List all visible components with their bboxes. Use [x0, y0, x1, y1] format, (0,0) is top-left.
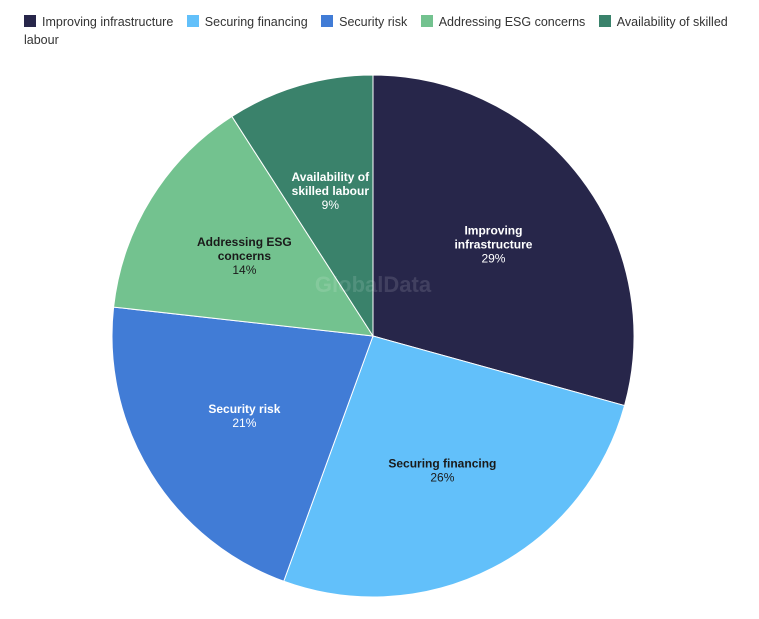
legend-swatch — [24, 15, 36, 27]
pie-slice[interactable] — [231, 74, 374, 338]
slice-label: Securing financing 26% — [388, 457, 496, 485]
legend-label: Availability of skilled labour — [24, 15, 728, 47]
slice-value-label: 21% — [232, 416, 256, 430]
pie-slice[interactable] — [113, 115, 374, 337]
slice-label-line: Security risk — [208, 402, 280, 416]
legend-item[interactable]: Addressing ESG concerns — [420, 15, 586, 29]
legend-item[interactable]: Securing financing — [186, 15, 308, 29]
legend-item[interactable]: Availability of skilled labour — [24, 15, 728, 47]
slice-label-line: Availability of — [292, 170, 371, 184]
legend-swatch — [186, 15, 199, 27]
slice-label-line: concerns — [218, 249, 272, 263]
slice-label: Availability of skilled labour 9% — [292, 170, 371, 212]
pie-slice[interactable] — [111, 306, 374, 582]
slice-label: Improving infrastructure 29% — [454, 223, 532, 265]
slice-label-line: Securing financing — [388, 457, 496, 471]
legend-swatch — [598, 15, 611, 27]
slice-label-line: Improving — [464, 223, 522, 237]
slice-label-line: Addressing ESG — [197, 235, 292, 249]
slice-value-label: 9% — [322, 198, 340, 212]
legend-label: Security risk — [339, 15, 408, 29]
legend-swatch — [321, 15, 334, 27]
pie-slice[interactable] — [372, 74, 635, 407]
legend-label: Improving infrastructure — [42, 15, 174, 29]
slice-value-label: 29% — [481, 251, 505, 265]
legend-label: Addressing ESG concerns — [438, 15, 586, 29]
legend-item[interactable]: Improving infrastructure — [24, 15, 173, 29]
legend-item[interactable]: Security risk — [321, 15, 407, 29]
slice-label-line: infrastructure — [454, 237, 532, 251]
slice-value-label: 26% — [430, 471, 454, 485]
pie-slice[interactable] — [283, 335, 626, 598]
slice-value-label: 14% — [232, 263, 256, 277]
watermark-text: GlobalData — [315, 272, 432, 297]
slice-label-line: skilled labour — [292, 184, 370, 198]
chart-legend: Improving infrastructure Securing financ… — [24, 13, 744, 49]
pie-labels: Improving infrastructure 29% Securing finan… — [197, 170, 533, 485]
legend-swatch — [420, 15, 433, 27]
slice-label: Security risk 21% — [208, 402, 280, 430]
legend-label: Securing financing — [204, 15, 308, 29]
slice-label: Addressing ESG concerns 14% — [197, 235, 292, 277]
pie-slices — [111, 74, 635, 598]
